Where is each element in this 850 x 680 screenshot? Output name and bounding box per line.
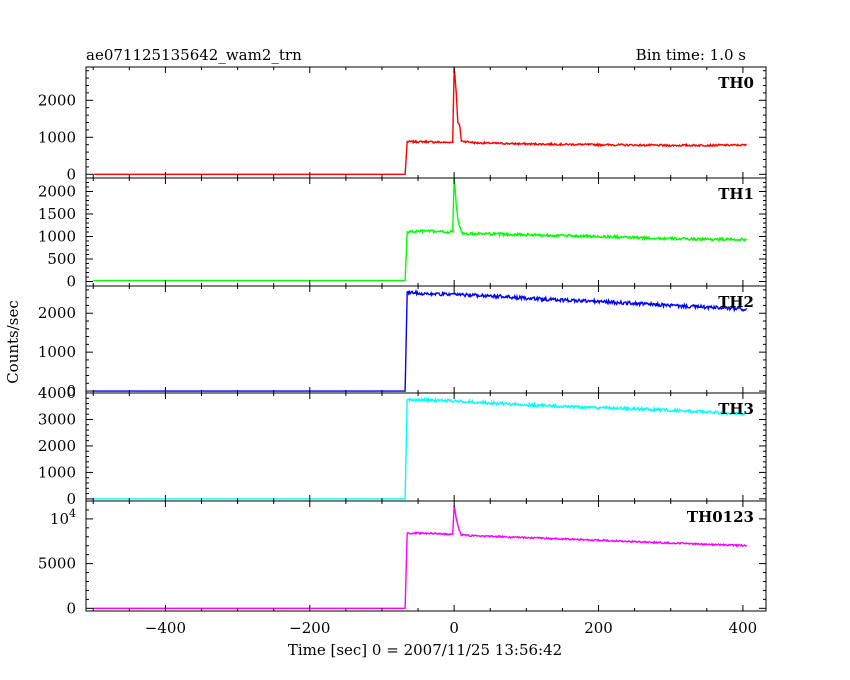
y-tick-label: 0 <box>66 273 76 291</box>
x-tick-label: 200 <box>584 619 613 637</box>
y-tick-label: 2000 <box>38 183 76 201</box>
panel-th2: 0 1000 2000 TH2 <box>38 285 767 400</box>
x-axis-label: Time [sec] 0 = 2007/11/25 13:56:42 <box>288 641 562 659</box>
x-tick-label: 400 <box>729 619 758 637</box>
panel-th3: 0 1000 2000 3000 4000 TH3 <box>38 384 767 508</box>
y-tick-label: 1000 <box>38 343 76 361</box>
series-line-th0123 <box>93 505 748 609</box>
bin-time-label: Bin time: 1.0 s <box>636 46 746 64</box>
panel-th0: 0 1000 2000 TH0 <box>38 66 767 183</box>
y-tick-label: 0 <box>66 165 76 183</box>
panel-label-th1: TH1 <box>718 185 754 203</box>
panel-frame <box>85 500 767 612</box>
panel-frame <box>85 66 767 179</box>
panel-th1: 0 500 1000 1500 2000 TH1 <box>38 177 767 291</box>
series-line-th0 <box>93 67 747 175</box>
panel-label-th0123: TH0123 <box>687 508 754 526</box>
panel-th0123: 0 5000 104 TH0123 <box>38 500 767 617</box>
y-tick-exponent: 4 <box>69 507 76 520</box>
y-tick-label: 104 <box>50 507 76 528</box>
y-tick-label: 500 <box>47 250 76 268</box>
y-tick-label: 2000 <box>38 304 76 322</box>
y-tick-label: 1000 <box>38 128 76 146</box>
panel-frame <box>85 177 767 287</box>
y-tick-label: 1000 <box>38 228 76 246</box>
x-axis: −400 −200 0 200 400 <box>145 619 757 637</box>
y-tick-label: 5000 <box>38 555 76 573</box>
x-tick-label: 0 <box>449 619 459 637</box>
y-tick-label: 1000 <box>38 463 76 481</box>
panel-label-th3: TH3 <box>718 400 754 418</box>
y-tick-label: 0 <box>66 382 76 400</box>
y-tick-label: 2000 <box>38 437 76 455</box>
y-tick-label: 3000 <box>38 410 76 428</box>
chart-panels: 0 1000 2000 TH0 0 500 1000 1500 2000 TH1 0 1000 2000… <box>38 66 767 617</box>
y-tick-label: 0 <box>66 490 76 508</box>
series-line-th2 <box>93 288 748 392</box>
y-axis-label: Counts/sec <box>4 300 22 384</box>
series-line-th3 <box>93 396 748 500</box>
x-tick-label: −400 <box>145 619 186 637</box>
panel-label-th2: TH2 <box>718 293 754 311</box>
y-tick-label: 1500 <box>38 205 76 223</box>
panel-label-th0: TH0 <box>718 74 754 92</box>
y-tick-label: 0 <box>66 599 76 617</box>
y-tick-label: 4000 <box>38 384 76 402</box>
panel-frame <box>85 285 767 394</box>
chart-title: ae071125135642_wam2_trn <box>86 46 302 64</box>
y-tick-label: 2000 <box>38 91 76 109</box>
series-line-th1 <box>93 178 748 282</box>
x-tick-label: −200 <box>289 619 330 637</box>
